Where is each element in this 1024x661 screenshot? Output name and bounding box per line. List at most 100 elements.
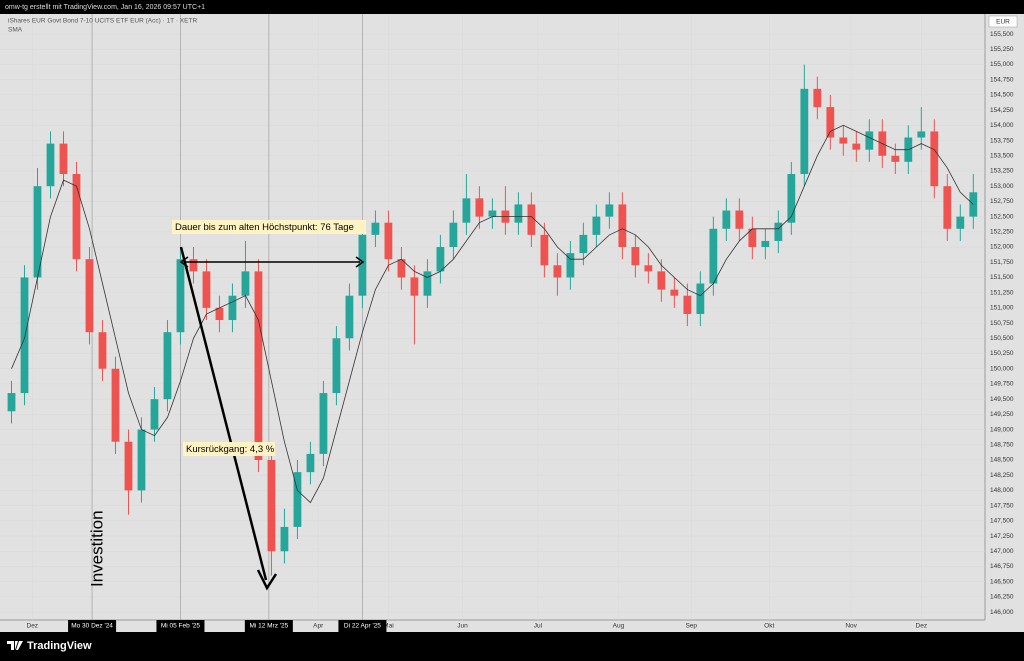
y-tick-label: 154,500 [990,92,1014,99]
candle-body [683,295,692,314]
marker-label-box [338,620,387,632]
candle-body [657,271,666,290]
x-tick-label: Nov [845,623,857,630]
y-tick-label: 154,000 [990,122,1014,129]
candle-body [670,289,679,296]
annotation-drawdown: Kursrückgang: 4,3 % [179,246,278,591]
candle-body [423,271,432,296]
candle-body [631,247,640,266]
y-tick-label: 154,250 [990,107,1014,114]
candle-body [800,88,809,175]
candle-body [241,271,250,296]
y-tick-label: 149,000 [990,426,1014,433]
candle-body [410,277,419,296]
candle-body [891,155,900,162]
candle-body [111,368,120,442]
candle-body [358,234,367,296]
candle-body [540,234,549,266]
candle-body [787,174,796,223]
y-tick-label: 148,750 [990,441,1014,448]
candle-body [280,526,289,552]
candle-body [59,143,68,175]
candle-body [826,107,835,138]
y-tick-label: 155,000 [990,61,1014,68]
y-tick-label: 148,250 [990,472,1014,479]
candle-body [722,210,731,229]
currency-label: EUR [996,19,1010,26]
candle-body [488,210,497,217]
candle-body [384,222,393,260]
y-tick-label: 147,750 [990,502,1014,509]
y-tick-label: 150,250 [990,350,1014,357]
candle-body [774,222,783,241]
candle-body [137,429,146,491]
y-tick-label: 149,500 [990,396,1014,403]
candle-body [579,234,588,254]
x-tick-label: Jun [457,623,468,630]
y-tick-label: 152,000 [990,244,1014,251]
sma-line [11,124,974,504]
time-axis [0,620,985,632]
brand: TradingView [27,640,92,652]
candle-body [293,472,302,527]
candle-body [735,210,744,229]
y-tick-label: 146,750 [990,563,1014,570]
candle-body [215,307,224,321]
y-tick-label: 147,250 [990,533,1014,540]
y-tick-label: 153,250 [990,168,1014,175]
candle-body [345,295,354,339]
y-tick-label: 151,500 [990,274,1014,281]
y-tick-label: 146,500 [990,578,1014,585]
candle-body [371,222,380,235]
y-tick-label: 147,000 [990,548,1014,555]
candle-body [618,204,627,248]
y-tick-label: 153,500 [990,152,1014,159]
y-tick-label: 155,500 [990,31,1014,38]
bottom-bar [0,632,1024,661]
candle-body [46,143,55,187]
y-tick-label: 150,000 [990,365,1014,372]
candle-body [592,216,601,235]
candle-body [267,459,276,552]
y-tick-label: 152,750 [990,198,1014,205]
x-tick-label: Mai [383,623,393,630]
duration-box [172,220,366,234]
y-tick-label: 146,250 [990,594,1014,601]
candle-body [332,338,341,394]
candle-body [449,222,458,248]
y-tick-label: 150,750 [990,320,1014,327]
y-tick-label: 149,250 [990,411,1014,418]
symbol-label: iShares EUR Govt Bond 7-10 UCITS ETF EUR… [8,18,197,25]
y-tick-label: 152,250 [990,229,1014,236]
y-tick-label: 146,000 [990,609,1014,616]
marker-label: Mi 05 Feb '25 [161,623,201,630]
candle-body [436,247,445,272]
candle-body [254,271,263,460]
entry-text: Investition [87,510,106,587]
candle-body [865,131,874,150]
candle-body [202,271,211,308]
candle-body [852,143,861,150]
candle-body [33,186,42,278]
x-tick-label: Jul [534,623,543,630]
x-tick-label: Okt [764,623,774,630]
y-tick-label: 148,500 [990,457,1014,464]
marker-label-box [68,620,117,632]
candle-body [930,131,939,187]
candle-body [553,265,562,278]
x-tick-label: Sep [685,623,697,630]
indicator-label: SMA [8,27,23,34]
candle-body [20,277,29,394]
candle-body [150,399,159,430]
y-tick-label: 151,000 [990,305,1014,312]
marker-label-box [244,620,293,632]
candle-body [176,259,185,333]
candle-body [228,295,237,321]
candle-body [514,204,523,223]
currency-box [988,15,1018,28]
candle-body [306,453,315,473]
candle-body [644,265,653,272]
candle-body [943,186,952,229]
